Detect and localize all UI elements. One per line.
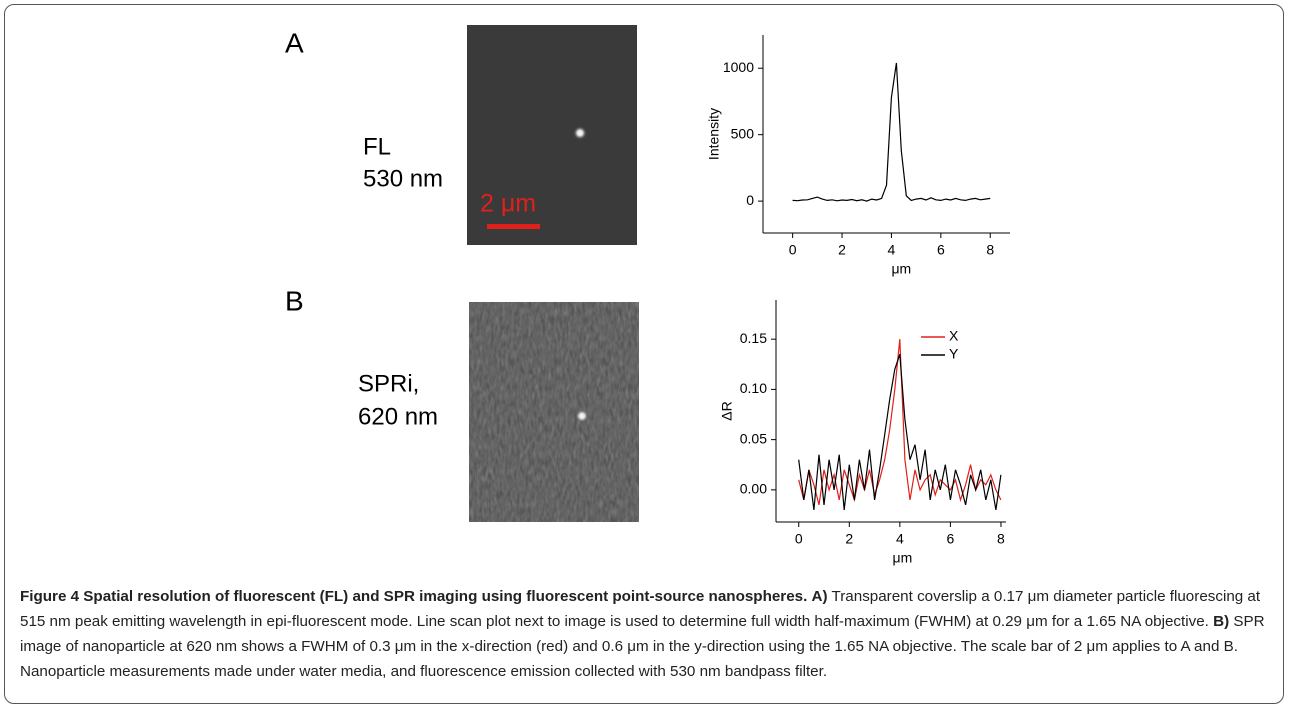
panel-label: A (285, 27, 304, 58)
image-caption: 620 nm (358, 403, 438, 430)
y-tick-label: 500 (731, 125, 755, 141)
image-caption: FL (363, 133, 391, 160)
caption-label: B) (1213, 613, 1230, 630)
particle-spot (573, 126, 587, 140)
x-tick-label: 2 (838, 242, 846, 258)
x-tick-label: 4 (888, 242, 896, 258)
y-tick-label: 0.15 (740, 330, 767, 346)
data-line (792, 62, 991, 202)
y-tick-label: 1000 (723, 59, 754, 75)
figure-caption: Figure 4 Spatial resolution of fluoresce… (20, 584, 1275, 684)
x-tick-label: 6 (937, 242, 945, 258)
data-line (798, 354, 1002, 511)
y-tick-label: 0.10 (740, 380, 767, 396)
caption-title: Figure 4 Spatial resolution of fluoresce… (20, 588, 808, 605)
y-tick-label: 0.00 (740, 481, 767, 497)
x-tick-label: 2 (845, 531, 853, 547)
x-axis-label: μm (891, 261, 911, 277)
x-tick-label: 8 (986, 242, 994, 258)
spr-texture (469, 302, 639, 522)
x-tick-label: 0 (789, 242, 797, 258)
panel-label: B (285, 285, 304, 316)
scale-bar (487, 224, 540, 229)
caption-text: SPR image of nanoparticle at 620 nm show… (20, 613, 1265, 680)
y-axis-label: Intensity (706, 108, 722, 160)
y-tick-label: 0.05 (740, 430, 767, 446)
image-caption: SPRi, (358, 370, 419, 397)
x-tick-label: 6 (946, 531, 954, 547)
legend-label: X (949, 328, 959, 344)
fluorescence-image (467, 25, 637, 245)
image-caption: 530 nm (363, 165, 443, 192)
x-tick-label: 4 (896, 531, 904, 547)
caption-label: A) (811, 588, 828, 605)
scale-bar-label: 2 μm (480, 190, 536, 218)
x-tick-label: 0 (795, 531, 803, 547)
y-axis-label: ΔR (719, 401, 735, 420)
figure-frame (4, 4, 1284, 704)
figure: A FL 530 nm 2 μm B SPRi, 620 nm 0 2 4 6 8 0 50… (285, 25, 1010, 566)
data-line (798, 339, 1002, 506)
particle-spot (575, 409, 589, 423)
y-tick-label: 0 (746, 192, 754, 208)
legend-label: Y (949, 346, 959, 362)
caption-text: Transparent coverslip a 0.17 μm diameter… (20, 588, 1261, 630)
x-tick-label: 8 (997, 531, 1005, 547)
x-axis-label: μm (893, 550, 913, 566)
